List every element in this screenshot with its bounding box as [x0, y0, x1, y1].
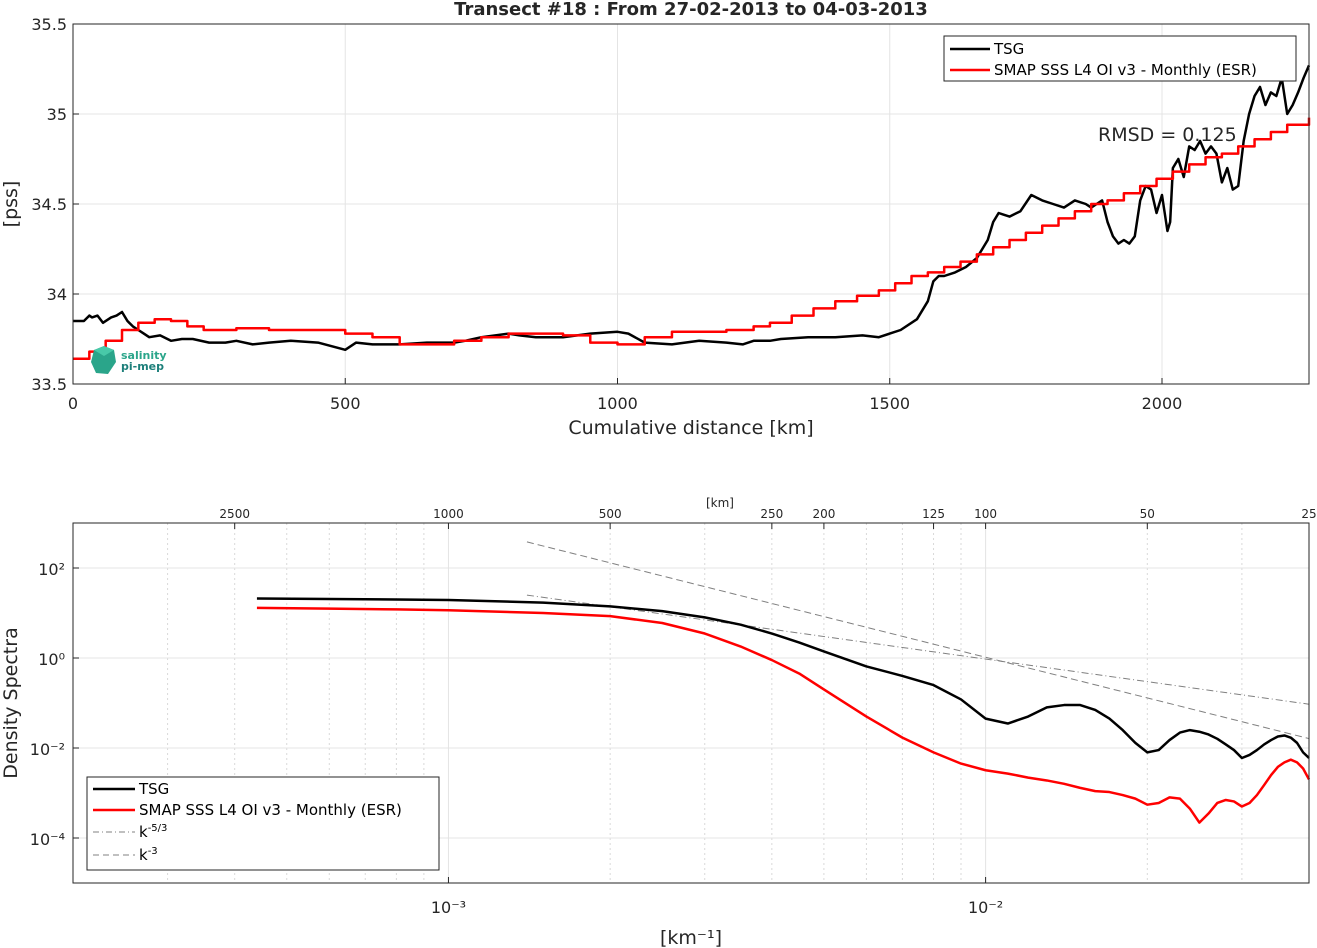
- top-y-tick-label: 34.5: [31, 195, 67, 214]
- top-km-tick-label: 100: [974, 507, 997, 521]
- bottom-legend: TSG SMAP SSS L4 OI v3 - Monthly (ESR) k-…: [86, 776, 440, 871]
- chart-title: Transect #18 : From 27-02-2013 to 04-03-…: [454, 0, 928, 20]
- top-y-tick-label: 33.5: [31, 375, 67, 394]
- top-series-line-smap: [73, 117, 1311, 361]
- top-x-tick-label: 1000: [597, 394, 638, 413]
- bottom-tick-labels: 10⁻³ 10⁻² 10⁻⁴ 10⁻² 10⁰ 10² 2500 1000 500 250 200 1…: [30, 507, 1317, 917]
- top-km-tick-label: 50: [1140, 507, 1155, 521]
- bottom-y-tick-label: 10⁰: [38, 650, 65, 669]
- top-tick-labels: 0 500 1000 1500 2000 33.5 34 34.5 35 35.5: [31, 15, 1182, 413]
- bottom-y-tick-label: 10⁻²: [30, 740, 65, 759]
- logo-cube-top: [94, 346, 114, 356]
- bottom-chart-panel: 10⁻³ 10⁻² 10⁻⁴ 10⁻² 10⁰ 10² 2500 1000 500 250 200 1…: [0, 496, 1317, 948]
- bottom-x-tick-label: 10⁻³: [431, 898, 466, 917]
- bottom-series-group: [256, 541, 1311, 824]
- legend-label-smap: SMAP SSS L4 OI v3 - Monthly (ESR): [994, 61, 1257, 79]
- top-y-tick-label: 34: [47, 285, 67, 304]
- legend-k53-base: k: [139, 823, 148, 841]
- top-km-tick-label: 200: [812, 507, 835, 521]
- logo-text-pimep: pi-mep: [121, 360, 164, 373]
- bottom-legend-box: [86, 776, 440, 871]
- bottom-y-axis-label: Density Spectra: [0, 627, 22, 778]
- top-km-tick-label: 125: [922, 507, 945, 521]
- bottom-series-line-tsg: [256, 597, 1310, 760]
- logo-cube-icon: [91, 346, 116, 374]
- top-series-line-tsg: [73, 64, 1311, 352]
- legend-label-smap-spec: SMAP SSS L4 OI v3 - Monthly (ESR): [139, 801, 402, 819]
- top-km-tick-label: 25: [1301, 507, 1316, 521]
- bottom-x-tick-label: 10⁻²: [968, 898, 1003, 917]
- top-km-tick-label: 250: [760, 507, 783, 521]
- top-y-axis-label: [pss]: [0, 181, 22, 228]
- rmsd-annotation: RMSD = 0.125: [1098, 124, 1237, 146]
- legend-k53-exp: -5/3: [148, 823, 168, 834]
- legend-k3-exp: -3: [148, 846, 158, 857]
- bottom-y-tick-label: 10²: [38, 560, 65, 579]
- bottom-series-line-k53: [526, 594, 1310, 705]
- legend-label-k3: k-3: [139, 846, 158, 864]
- bottom-series-line-smap: [256, 606, 1311, 824]
- top-km-tick-label: 1000: [433, 507, 464, 521]
- top-legend-box: [943, 35, 1297, 82]
- top-series-group: [73, 64, 1311, 361]
- bottom-plot-frame: [72, 522, 1310, 884]
- legend-label-k53: k-5/3: [139, 823, 167, 841]
- legend-label-tsg: TSG: [993, 40, 1024, 58]
- top-y-tick-label: 35: [47, 105, 67, 124]
- logo-text-salinity: salinity: [121, 349, 167, 362]
- top-km-tick-label: 500: [599, 507, 622, 521]
- top-y-tick-label: 35.5: [31, 15, 67, 34]
- top-chart-panel: Transect #18 : From 27-02-2013 to 04-03-…: [0, 0, 1311, 439]
- top-axis-unit-label: [km]: [706, 496, 734, 510]
- top-x-tick-label: 1500: [869, 394, 910, 413]
- top-x-tick-label: 2000: [1142, 394, 1183, 413]
- salinity-pi-mep-logo: salinity pi-mep: [91, 346, 167, 374]
- top-x-tick-label: 0: [68, 394, 78, 413]
- top-x-axis-label: Cumulative distance [km]: [568, 417, 813, 439]
- bottom-x-axis-label: [km⁻¹]: [660, 927, 722, 948]
- top-legend: TSG SMAP SSS L4 OI v3 - Monthly (ESR): [943, 35, 1297, 82]
- bottom-series-line-k3: [526, 541, 1310, 740]
- bottom-grid: [73, 523, 1309, 883]
- top-x-tick-label: 500: [330, 394, 361, 413]
- legend-k3-base: k: [139, 846, 148, 864]
- top-km-tick-label: 2500: [219, 507, 250, 521]
- legend-label-tsg-spec: TSG: [138, 780, 169, 798]
- bottom-y-tick-label: 10⁻⁴: [30, 830, 65, 849]
